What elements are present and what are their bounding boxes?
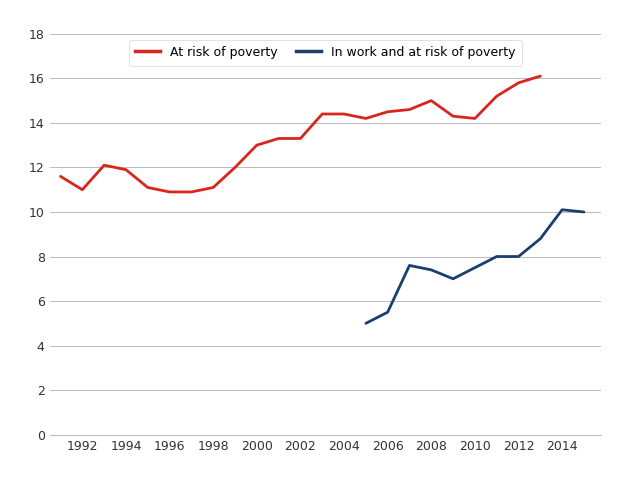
Legend: At risk of poverty, In work and at risk of poverty: At risk of poverty, In work and at risk …: [129, 40, 522, 66]
